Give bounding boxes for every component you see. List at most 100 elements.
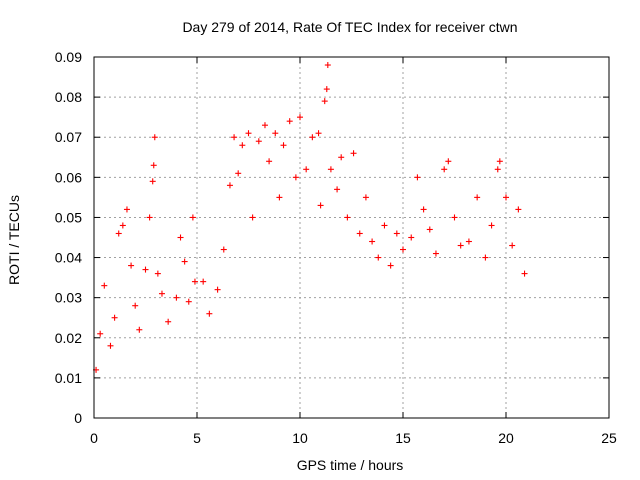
data-point <box>408 234 415 241</box>
data-point <box>128 262 135 269</box>
y-tick-label: 0.04 <box>55 250 82 266</box>
plot-frame <box>93 56 610 419</box>
data-point <box>292 174 299 181</box>
data-point <box>400 246 406 253</box>
data-point <box>457 242 464 249</box>
data-point <box>474 194 481 201</box>
data-point <box>369 238 376 245</box>
data-point <box>420 206 427 213</box>
data-point <box>414 174 421 181</box>
data-point <box>280 142 287 149</box>
data-point <box>146 214 153 221</box>
data-point <box>158 290 165 297</box>
data-point <box>334 186 341 193</box>
data-point <box>327 166 334 173</box>
data-point <box>123 206 130 213</box>
data-point <box>381 222 388 229</box>
data-point <box>200 278 207 285</box>
data-point <box>115 230 122 237</box>
y-tick-label: 0.09 <box>55 49 82 65</box>
data-point <box>107 342 114 349</box>
x-tick-label: 5 <box>193 430 201 446</box>
data-point <box>249 214 256 221</box>
data-point <box>324 62 331 69</box>
chart-title: Day 279 of 2014, Rate Of TEC Index for r… <box>182 19 517 35</box>
x-tick-label: 20 <box>498 430 514 446</box>
data-point <box>235 170 242 177</box>
data-point <box>189 214 196 221</box>
data-point <box>362 194 369 201</box>
data-point <box>111 314 118 321</box>
data-point <box>482 254 489 261</box>
data-point <box>350 150 357 157</box>
y-tick-label: 0.05 <box>55 209 82 225</box>
data-point <box>266 158 273 165</box>
data-point <box>101 282 108 289</box>
data-point <box>185 298 192 305</box>
grid-layer <box>94 57 609 418</box>
data-point <box>136 326 143 333</box>
data-point <box>154 270 161 277</box>
data-point <box>356 230 363 237</box>
x-tick-label: 0 <box>90 430 98 446</box>
data-point <box>150 162 157 169</box>
data-point <box>142 266 149 273</box>
y-tick-label: 0.01 <box>55 370 82 386</box>
data-point <box>441 166 448 173</box>
data-point <box>393 230 400 237</box>
data-point <box>149 178 156 185</box>
data-point <box>286 118 293 125</box>
data-point <box>344 214 351 221</box>
data-point <box>239 142 246 149</box>
y-axis-label: ROTI / TECUs <box>6 195 22 285</box>
data-point <box>488 222 495 229</box>
data-point <box>206 310 213 317</box>
data-point <box>503 194 509 201</box>
data-point <box>432 250 439 257</box>
data-point <box>165 318 172 325</box>
y-tick-label: 0.02 <box>55 330 82 346</box>
data-point <box>97 330 104 337</box>
data-point <box>309 134 316 141</box>
data-point <box>338 154 345 161</box>
data-point <box>321 98 328 105</box>
data-point <box>451 214 458 221</box>
data-point <box>226 182 233 189</box>
data-point <box>303 166 310 173</box>
data-point <box>119 222 126 229</box>
y-tick-label: 0.07 <box>55 129 82 145</box>
data-point <box>177 234 184 241</box>
data-point <box>387 262 394 269</box>
data-point <box>315 130 322 137</box>
data-point <box>245 130 252 137</box>
points-layer <box>93 62 528 373</box>
data-point <box>220 246 227 253</box>
data-point <box>191 278 198 285</box>
data-point <box>132 302 139 309</box>
data-point <box>231 134 238 141</box>
data-point <box>465 238 472 245</box>
data-point <box>496 158 503 165</box>
x-tick-label: 15 <box>395 430 411 446</box>
data-point <box>445 158 452 165</box>
data-point <box>426 226 433 233</box>
x-tick-label: 25 <box>601 430 617 446</box>
y-tick-label: 0.03 <box>55 290 82 306</box>
y-tick-label: 0.06 <box>55 169 82 185</box>
data-point <box>272 130 279 137</box>
data-point <box>375 254 382 261</box>
y-tick-label: 0 <box>74 410 82 426</box>
data-point <box>151 134 158 141</box>
data-point <box>181 258 188 265</box>
data-point <box>255 138 262 145</box>
data-point <box>509 242 516 249</box>
data-point <box>214 286 221 293</box>
x-axis-label: GPS time / hours <box>297 457 404 473</box>
ticks-layer: 0 5 10 15 20 25 0 0.01 0.02 0.03 0.04 0.05 0.06 0.07 0… <box>55 49 617 446</box>
data-point <box>515 206 522 213</box>
data-point <box>323 86 330 93</box>
data-point <box>297 114 303 121</box>
data-point <box>261 122 268 129</box>
y-tick-label: 0.08 <box>55 89 82 105</box>
